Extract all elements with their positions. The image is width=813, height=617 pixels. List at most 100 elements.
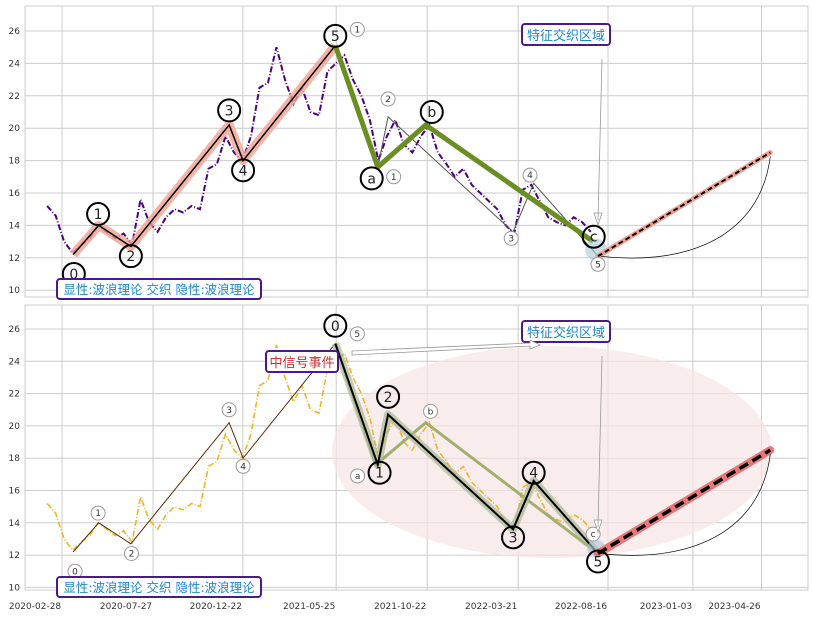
y-tick-label: 24 [9, 357, 21, 367]
wave-label: 3 [225, 103, 234, 119]
wave-label-circle [501, 525, 526, 550]
wave-label: 0 [69, 267, 78, 283]
bottom-panel: 101214161820222426012345abc012345特征交织区域显… [9, 304, 809, 598]
wave-label-circle [367, 460, 392, 485]
small-wave-label: b [428, 407, 434, 417]
y-tick-label: 18 [9, 157, 21, 167]
wave-label: 1 [94, 207, 103, 223]
wave-label-circle [359, 166, 384, 191]
down-arrow [593, 355, 603, 534]
wave-label: 3 [509, 530, 518, 546]
wave-label: 5 [594, 555, 603, 571]
down-arrow [593, 58, 603, 227]
x-tick-label: 2023-04-26 [708, 602, 761, 612]
small-wave-label-circle [423, 403, 439, 419]
x-tick-label: 2021-05-25 [283, 602, 335, 612]
wave-label: 5 [331, 29, 340, 45]
small-wave-label: 2 [385, 95, 391, 105]
plot-area [24, 5, 809, 298]
wave-label: b [427, 105, 436, 121]
wave-label-circle [323, 23, 348, 48]
x-tick-label: 2022-03-21 [465, 602, 517, 612]
legend-text: 显性:波浪理论 交织 隐性:波浪理论 [63, 580, 255, 595]
small-wave-label: a [355, 472, 361, 482]
down-wave-line [334, 343, 599, 555]
curved-arrow [600, 156, 771, 259]
small-wave-label: 0 [72, 567, 78, 577]
zone-label: 特征交织区域 [527, 28, 605, 44]
abc-wave-line [332, 44, 595, 244]
zone-label: 特征交织区域 [527, 325, 605, 341]
small-wave-label: 1 [354, 25, 360, 35]
wave-label-circle [231, 158, 256, 183]
wave-label-circle [585, 549, 610, 574]
small-wave-label-circle [349, 21, 365, 37]
small-wave-label: 3 [226, 406, 232, 416]
legend-text: 显性:波浪理论 交织 隐性:波浪理论 [63, 282, 255, 297]
event-label-box [265, 350, 339, 373]
wave-label-circle [217, 98, 242, 123]
wave-label: 4 [239, 163, 248, 179]
wave-label-circle [323, 313, 348, 338]
y-tick-label: 22 [9, 92, 20, 102]
x-tick-label: 2021-10-22 [374, 602, 426, 612]
small-wave-label-circle [522, 167, 538, 183]
interweave-zone-ellipse [332, 346, 772, 558]
small-wave-label: 2 [129, 549, 135, 559]
wave-label-circle [86, 202, 111, 227]
small-wave-label-circle [503, 230, 519, 246]
y-tick-label: 18 [9, 454, 21, 464]
small-wave-label: 3 [508, 234, 514, 244]
wave-label: a [367, 171, 376, 187]
small-wave-label: 1 [391, 173, 397, 183]
wave-label-circle [118, 244, 143, 269]
wave-label: 4 [529, 466, 538, 482]
y-tick-label: 26 [9, 325, 21, 335]
y-tick-label: 16 [9, 189, 21, 199]
wave-label-circle [581, 224, 606, 249]
curved-arrow [600, 454, 771, 556]
zone-label-box [521, 320, 611, 343]
small-wave-label-circle [235, 458, 251, 474]
small-wave-label-circle [123, 545, 139, 561]
y-tick-label: 10 [9, 286, 21, 296]
wave-label: 0 [331, 319, 340, 335]
small-wave-label: 5 [354, 330, 360, 340]
small-wave-label-circle [380, 91, 396, 107]
projection-dashed-line [597, 448, 772, 555]
small-wave-label-circle [90, 505, 106, 521]
wave-label-circle [376, 384, 401, 409]
y-tick-label: 12 [9, 551, 20, 561]
y-tick-label: 26 [9, 27, 21, 37]
wave-label-circle [419, 100, 444, 124]
legend-box [56, 278, 262, 300]
event-label: 中信号事件 [269, 356, 334, 371]
wave-label: 1 [375, 466, 384, 482]
small-wave-label: 4 [527, 171, 533, 181]
y-tick-label: 14 [9, 519, 21, 529]
small-wave-label-circle [349, 326, 365, 342]
small-wave-label-circle [386, 169, 402, 185]
projection-dashed-line [597, 151, 771, 258]
small-wave-label: 4 [240, 462, 246, 472]
impulse-wave-line [72, 45, 336, 256]
x-tick-label: 2020-07-27 [100, 602, 152, 612]
wave-label: c [590, 230, 598, 246]
legend-box [56, 576, 262, 598]
wave-label: 2 [384, 390, 393, 406]
wave-label: 2 [126, 249, 135, 265]
small-wave-label: 5 [595, 260, 601, 270]
y-tick-label: 12 [9, 254, 20, 264]
y-tick-label: 20 [9, 422, 21, 432]
small-wave-label: 1 [95, 509, 101, 519]
x-tick-label: 2023-01-03 [640, 602, 692, 612]
x-tick-label: 2022-08-16 [555, 602, 608, 612]
y-tick-label: 14 [9, 221, 21, 231]
y-tick-label: 24 [9, 59, 21, 69]
y-tick-label: 22 [9, 390, 20, 400]
event-arrow [351, 339, 541, 356]
zone-label-box [521, 23, 611, 46]
small-wave-label-circle [585, 526, 601, 542]
